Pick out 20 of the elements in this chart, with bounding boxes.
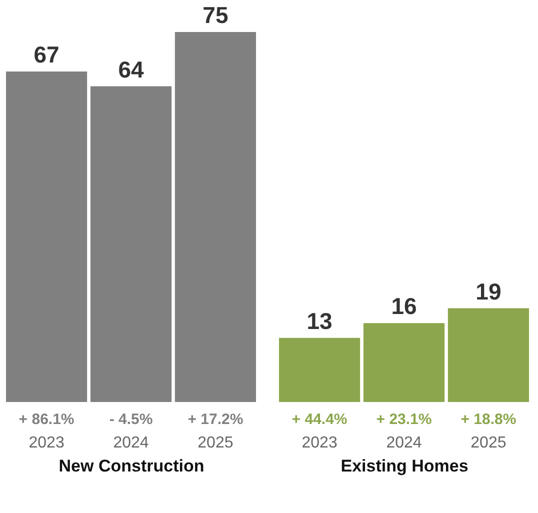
x-tick-label: 2025: [198, 434, 234, 452]
x-axis-title: Existing Homes: [340, 456, 468, 476]
text: + 23.1%: [376, 411, 432, 428]
x-tick-label: 2024: [386, 434, 422, 452]
text: + 17.2%: [188, 411, 244, 428]
data-label: 13: [306, 308, 332, 334]
text: + 18.8%: [460, 411, 516, 428]
data-label: 75: [202, 2, 228, 28]
x-axis-title: New Construction: [58, 456, 204, 476]
x-tick-label: 2025: [470, 434, 506, 452]
data-label: 67: [34, 41, 60, 68]
data-label: 16: [391, 293, 417, 320]
data-label: 64: [118, 56, 144, 82]
text: - 4.5%: [109, 411, 153, 428]
text: + 86.1%: [18, 411, 74, 428]
x-tick-label: 2024: [113, 434, 149, 452]
x-tick-label: 2023: [28, 434, 64, 452]
x-tick-label: 2023: [302, 434, 338, 452]
text: + 44.4%: [292, 411, 348, 428]
data-label: 19: [476, 278, 502, 304]
